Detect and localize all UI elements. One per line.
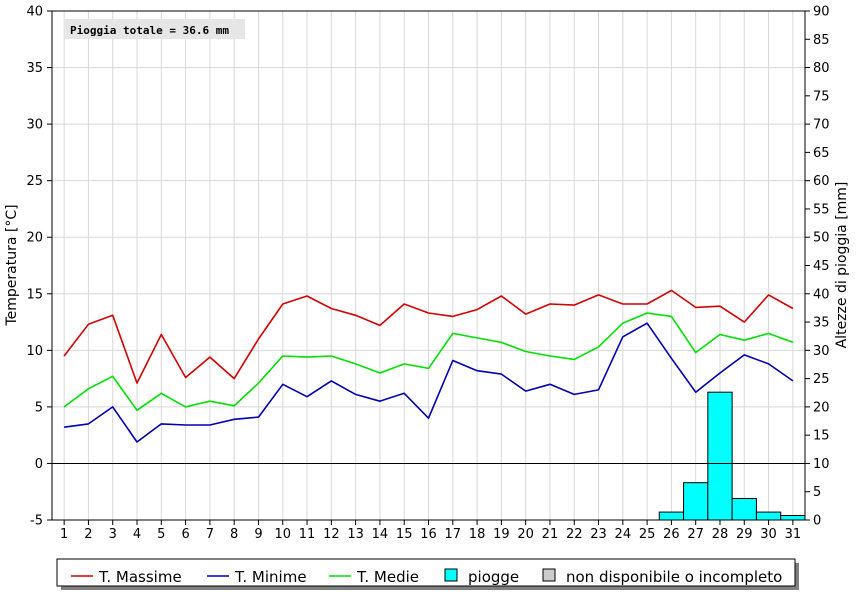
x-tick-label: 26 [663, 527, 680, 542]
rain-total-text: Pioggia totale = 36.6 mm [70, 24, 229, 37]
x-tick-label: 11 [299, 527, 316, 542]
right-tick-label: 35 [813, 316, 830, 331]
right-tick-label: 75 [813, 89, 830, 104]
right-tick-label: 80 [813, 61, 830, 76]
left-tick-label: 40 [26, 5, 43, 20]
left-tick-label: 15 [26, 287, 43, 302]
x-tick-label: 24 [615, 527, 632, 542]
x-axis: 1 2 3 4 5 6 7 8 9 10 11 12 13 14 15 16 17 18 19 20 21 22 23 24 2… [60, 520, 801, 542]
x-tick-label: 14 [372, 527, 389, 542]
x-tick-label: 21 [542, 527, 559, 542]
legend-label-minime: T. Minime [234, 568, 307, 586]
x-tick-label: 30 [760, 527, 777, 542]
left-tick-label: 0 [35, 457, 43, 472]
rain-total-annotation: Pioggia totale = 36.6 mm [64, 19, 245, 39]
y2-axis-title: Altezze di pioggia [mm] [834, 182, 850, 349]
right-tick-label: 40 [813, 287, 830, 302]
x-tick-label: 20 [517, 527, 534, 542]
x-tick-label: 12 [323, 527, 340, 542]
left-tick-label: -5 [30, 514, 43, 529]
x-tick-label: 15 [396, 527, 413, 542]
series-line-t-minime [63, 322, 794, 443]
x-tick-label: 7 [206, 527, 214, 542]
right-tick-label: 55 [813, 202, 830, 217]
right-tick-label: 15 [813, 429, 830, 444]
right-tick-label: 65 [813, 146, 830, 161]
x-tick-label: 6 [181, 527, 189, 542]
x-tick-label: 2 [84, 527, 92, 542]
right-tick-label: 85 [813, 33, 830, 48]
x-tick-label: 1 [60, 527, 68, 542]
left-tick-label: 5 [35, 400, 43, 415]
right-tick-label: 5 [813, 485, 821, 500]
x-tick-label: 18 [469, 527, 486, 542]
rain-bar-day-26 [658, 511, 685, 521]
left-tick-label: 25 [26, 174, 43, 189]
y-axis-title: Temperatura [°C] [4, 204, 20, 326]
x-tick-label: 5 [157, 527, 165, 542]
x-tick-label: 19 [493, 527, 510, 542]
temperature-lines [63, 289, 794, 443]
x-tick-label: 3 [109, 527, 117, 542]
right-tick-label: 20 [813, 400, 830, 415]
rain-bar-day-31 [780, 514, 806, 521]
series-line-t-massime [63, 289, 794, 384]
right-tick-label: 30 [813, 344, 830, 359]
rain-bar-day-27 [683, 482, 709, 521]
x-tick-label: 29 [736, 527, 753, 542]
series-line-t-medie [63, 312, 794, 412]
legend-label-medie: T. Medie [356, 568, 419, 586]
x-tick-label: 16 [420, 527, 437, 542]
x-tick-label: 13 [347, 527, 364, 542]
left-tick-label: 30 [26, 118, 43, 133]
rain-bar-day-28 [707, 391, 733, 521]
right-tick-label: 50 [813, 231, 830, 246]
x-tick-label: 10 [274, 527, 291, 542]
x-tick-label: 28 [712, 527, 729, 542]
x-tick-label: 27 [687, 527, 704, 542]
x-tick-label: 22 [566, 527, 583, 542]
left-tick-label: 20 [26, 231, 43, 246]
right-tick-label: 90 [813, 5, 830, 20]
x-tick-label: 31 [785, 527, 802, 542]
legend-label-piogge: piogge [468, 568, 519, 586]
right-tick-label: 70 [813, 118, 830, 133]
legend-swatch-piogge [444, 568, 458, 582]
x-tick-label: 9 [254, 527, 262, 542]
right-tick-label: 45 [813, 259, 830, 274]
legend-label-massime: T. Massime [98, 568, 182, 586]
x-tick-label: 23 [590, 527, 607, 542]
x-tick-label: 4 [133, 527, 141, 542]
right-tick-label: 10 [813, 457, 830, 472]
legend: T. Massime T. Minime T. Medie piogge non… [56, 558, 799, 590]
x-tick-label: 25 [639, 527, 656, 542]
x-tick-label: 17 [445, 527, 462, 542]
rain-bar-day-29 [731, 498, 757, 521]
right-tick-label: 0 [813, 514, 821, 529]
left-axis: -5 0 5 10 15 20 25 30 35 40 [26, 5, 52, 529]
left-tick-label: 10 [26, 344, 43, 359]
rain-bar-day-30 [755, 511, 782, 521]
x-tick-label: 8 [230, 527, 238, 542]
legend-swatch-missing [542, 568, 556, 582]
right-tick-label: 60 [813, 174, 830, 189]
right-axis: 0 5 10 15 20 25 30 35 40 45 50 55 60 65 70 75 80 85 90 [805, 5, 830, 529]
grid [52, 10, 805, 521]
left-tick-label: 35 [26, 61, 43, 76]
right-tick-label: 25 [813, 372, 830, 387]
rain-bars [658, 391, 806, 521]
legend-label-missing: non disponibile o incompleto [566, 568, 782, 586]
